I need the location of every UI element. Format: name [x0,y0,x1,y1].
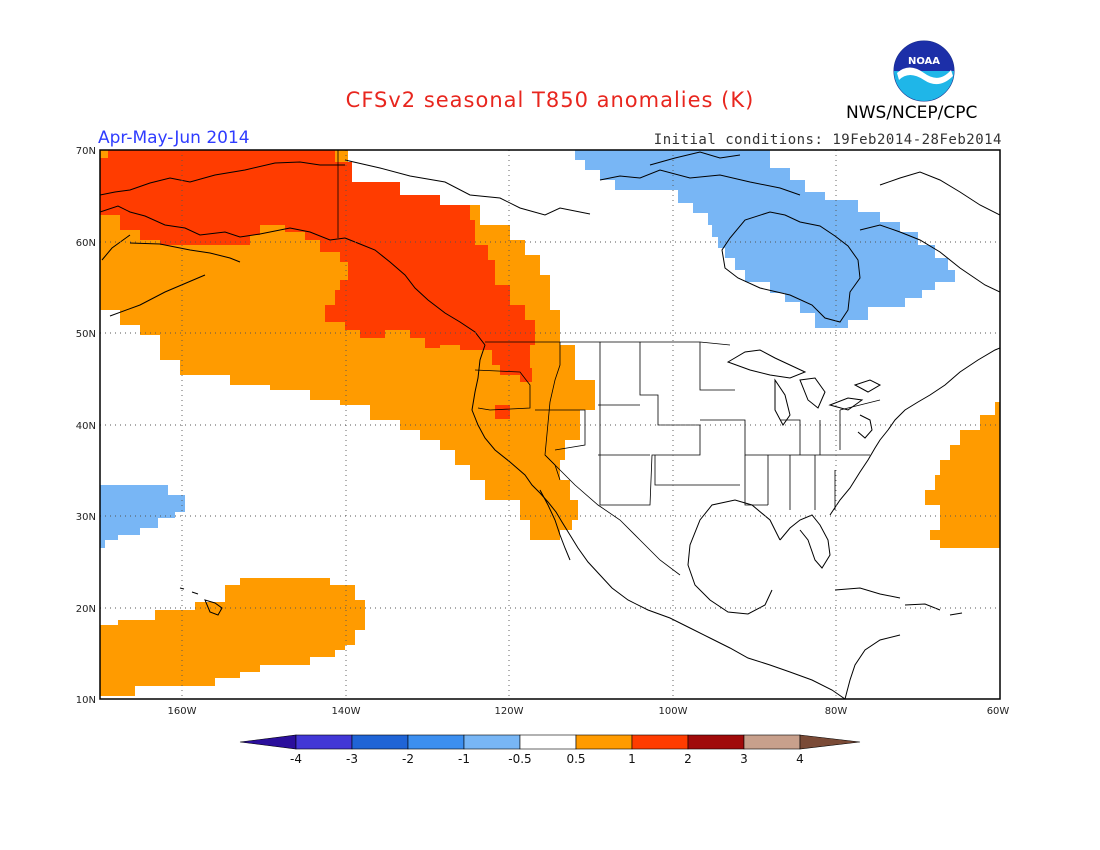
forecast-period: Apr-May-Jun 2014 [98,128,250,148]
map-frame [99,149,1001,700]
lon-label: 60W [987,706,1010,717]
colorbar-cell [407,734,465,750]
colorbar-tick: 0.5 [566,752,585,766]
colorbar-cell [799,734,861,750]
colorbar-ticks: -4 -3 -2 -1 -0.5 0.5 1 2 3 4 [290,752,804,766]
colorbar-cell [519,734,577,750]
colorbar-cell [743,734,801,750]
lat-label: 50N [76,329,96,340]
colorbar-tick: 1 [628,752,636,766]
colorbar-cell [351,734,409,750]
anomaly-blue-hudson-bay [575,150,955,328]
colorbar-tick: -0.5 [508,752,531,766]
lon-label: 80W [825,706,848,717]
logo-text: NOAA [908,56,940,67]
lat-label: 10N [76,695,96,706]
anomaly-blue-central-pacific [100,485,185,548]
colorbar-tick: 4 [796,752,804,766]
map-title: CFSv2 seasonal T850 anomalies (K) [345,88,755,112]
colorbar-tick: -2 [402,752,414,766]
colorbar-cell [687,734,745,750]
lon-label: 120W [495,706,524,717]
political-borders [337,150,881,576]
anomaly-orange-hawaii [100,578,365,696]
colorbar-cell [631,734,689,750]
colorbar-tick: -1 [458,752,470,766]
longitude-labels: 160W 140W 120W 100W 80W 60W [168,706,1010,717]
lon-label: 140W [332,706,361,717]
agency-label: NWS/NCEP/CPC [846,103,978,123]
lat-label: 40N [76,421,96,432]
anomaly-red-alaska-canada [100,150,535,375]
latitude-labels: 10N 20N 30N 40N 50N 60N 70N [76,146,96,706]
lon-label: 100W [659,706,688,717]
colorbar-cell [295,734,353,750]
colorbar-cell [239,734,297,750]
lat-label: 20N [76,604,96,615]
lat-label: 30N [76,512,96,523]
anomaly-red-small-idaho [520,368,532,382]
lat-lon-grid [100,150,1000,699]
lat-label: 60N [76,238,96,249]
initial-conditions: Initial conditions: 19Feb2014-28Feb2014 [653,132,1002,148]
lat-label: 70N [76,146,96,157]
coastlines [100,151,1000,699]
colorbar-cell [575,734,633,750]
colorbar-tick: 3 [740,752,748,766]
colorbar-tick: 2 [684,752,692,766]
colorbar [239,734,861,750]
colorbar-tick: -4 [290,752,302,766]
lon-label: 160W [168,706,197,717]
anomaly-orange-western-atlantic [925,402,1000,548]
colorbar-cell [463,734,521,750]
colorbar-tick: -3 [346,752,358,766]
noaa-logo: NOAA [893,40,955,102]
anomaly-red-small-nevada [495,405,510,419]
